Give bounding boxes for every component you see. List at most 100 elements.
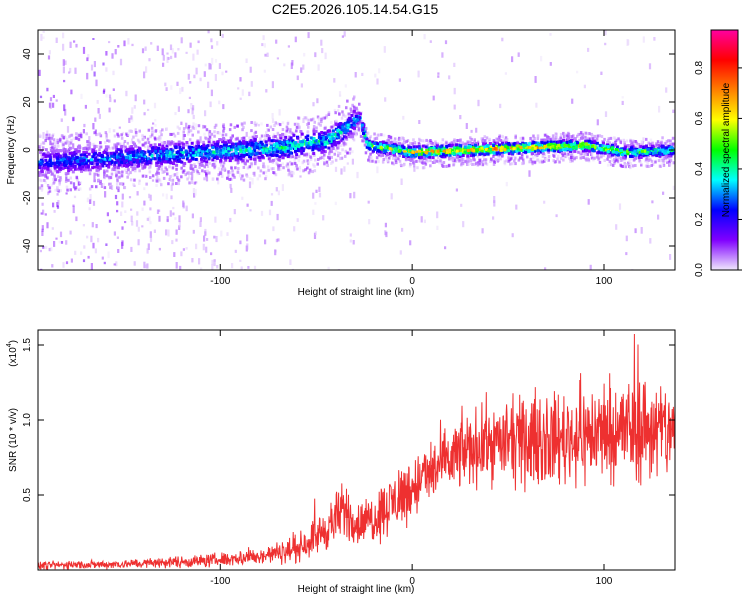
spectrogram-cell — [381, 153, 384, 157]
spectrogram-cell — [600, 151, 603, 155]
spectrogram-cell — [349, 107, 353, 111]
spectrogram-cell — [271, 160, 275, 164]
spectrogram-cell — [264, 53, 267, 57]
spectrogram-cell — [108, 219, 111, 223]
spectrogram-cell — [170, 133, 174, 136]
spectrogram-cell — [66, 126, 70, 133]
spectrogram-cell — [337, 151, 340, 155]
spectrogram-cell — [260, 122, 263, 126]
spectrogram-cell — [219, 152, 223, 156]
spectrogram-cell — [471, 162, 474, 166]
spectrogram-cell — [352, 123, 356, 127]
spectrogram-cell — [207, 137, 211, 141]
spectrogram-cell — [59, 178, 63, 182]
spectrogram-cell — [132, 160, 136, 164]
spectrogram-cell — [563, 142, 567, 145]
spectrogram-cell — [146, 137, 150, 141]
spectrogram-cell — [148, 170, 152, 174]
spectrogram-cell — [341, 35, 344, 38]
spectrogram-cell — [533, 136, 536, 140]
spectrogram-cell — [281, 151, 285, 155]
spectrogram-cell — [529, 140, 532, 144]
spectrogram-cell — [78, 168, 81, 172]
spectrogram-cell — [79, 157, 83, 161]
spectrogram-cell — [437, 75, 440, 78]
spectrogram-cell — [611, 146, 614, 150]
spectrogram-cell — [595, 141, 599, 145]
spectrogram-cell — [44, 148, 48, 152]
spectrogram-cell — [169, 161, 173, 165]
spectrogram-cell — [236, 142, 240, 146]
spectrogram-cell — [312, 209, 315, 215]
spectrogram-cell — [193, 163, 196, 167]
spectrogram-cell — [279, 136, 283, 140]
spectrogram-cell — [322, 157, 326, 161]
spectrogram-cell — [523, 144, 527, 148]
spectrogram-cell — [279, 151, 283, 154]
spectrogram-cell — [69, 230, 72, 235]
spectrogram-cell — [172, 141, 175, 144]
spectrogram-cell — [214, 216, 217, 223]
spectrogram-cell — [646, 162, 649, 165]
spectrogram-cell — [305, 141, 309, 145]
spectrogram-cell — [84, 151, 88, 155]
spectrogram-cell — [555, 214, 558, 218]
spectrogram-cell — [554, 138, 558, 141]
spectrogram-cell — [337, 104, 341, 108]
spectrogram-cell — [540, 55, 543, 62]
spectrogram-cell — [168, 177, 171, 181]
spectrogram-cell — [547, 158, 550, 162]
spectrogram-cell — [568, 156, 571, 160]
spectrogram-cell — [645, 137, 648, 141]
spectrogram-cell — [97, 108, 100, 114]
spectrogram-cell — [185, 247, 188, 250]
spectrogram-cell — [552, 159, 555, 163]
spectrogram-cell — [90, 185, 94, 189]
spectrogram-cell — [56, 141, 59, 145]
spectrogram-cell — [296, 218, 299, 222]
spectrogram-cell — [259, 169, 263, 173]
spectrogram-cell — [112, 129, 116, 133]
spectrogram-cell — [458, 158, 461, 162]
spectrogram-cell — [149, 176, 152, 179]
spectrogram-cell — [226, 149, 229, 153]
spectrogram-cell — [577, 150, 580, 154]
spectrogram-cell — [299, 140, 303, 144]
spectrogram-cell — [177, 140, 181, 144]
spectrogram-cell — [312, 125, 316, 128]
spectrogram-cell — [202, 140, 205, 144]
spectrogram-cell — [133, 261, 136, 266]
spectrogram-cell — [453, 157, 456, 161]
spectrogram-cell — [268, 142, 271, 146]
spectrogram-cell — [292, 133, 296, 137]
spectrogram-cell — [43, 159, 46, 163]
spectrogram-cell — [339, 157, 342, 161]
spectrogram-cell — [331, 147, 335, 150]
spectrogram-cell — [278, 109, 281, 116]
spectrogram-cell — [385, 157, 388, 161]
spectrogram-cell — [532, 144, 536, 148]
spectrogram-cell — [512, 155, 515, 159]
spectrogram-cell — [392, 151, 396, 155]
spectrogram-cell — [333, 108, 336, 112]
spectrogram-cell — [253, 120, 257, 124]
spectrogram-cell — [278, 145, 282, 149]
spectrogram-cell — [421, 151, 425, 155]
spectrogram-cell — [584, 131, 588, 135]
spectrogram-cell — [164, 153, 168, 157]
spectrogram-cell — [613, 136, 616, 140]
spectrogram-cell — [350, 110, 353, 114]
spectrogram-cell — [118, 175, 121, 179]
spectrogram-cell — [170, 153, 173, 157]
spectrogram-cell — [70, 157, 74, 161]
spectrogram-cell — [571, 155, 575, 159]
spectrogram-cell — [436, 211, 439, 219]
spectrogram-cell — [667, 144, 671, 148]
spectrogram-cell — [418, 120, 421, 124]
spectrogram-cell — [376, 166, 379, 174]
spectrogram-cell — [616, 151, 620, 155]
spectrogram-cell — [95, 172, 98, 176]
spectrogram-cell — [540, 141, 544, 145]
spectrogram-cell — [469, 136, 472, 140]
spectrogram-cell — [469, 154, 473, 157]
